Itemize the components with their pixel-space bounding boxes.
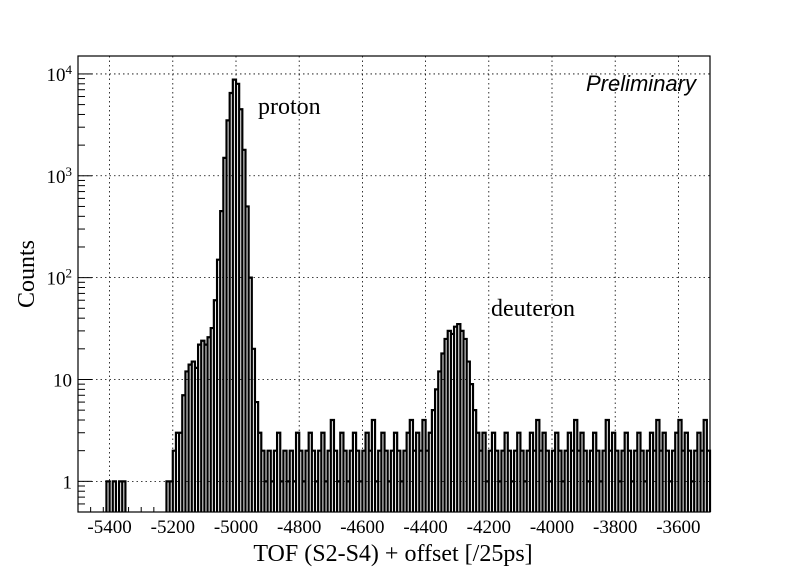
x-axis-title: TOF (S2-S4) + offset [/25ps] <box>253 541 532 567</box>
y-tick-label: 1 <box>63 472 73 493</box>
x-tick-label: -3600 <box>656 517 700 538</box>
x-tick-label: -4200 <box>467 517 511 538</box>
proton-annotation: proton <box>258 94 321 120</box>
axis-ticks <box>77 73 711 513</box>
y-tick-label: 102 <box>47 265 73 290</box>
x-tick-label: -4600 <box>340 517 384 538</box>
x-tick-label: -3800 <box>593 517 637 538</box>
x-tick-label: -5200 <box>151 517 195 538</box>
deuteron-annotation: deuteron <box>491 296 575 322</box>
x-tick-labels: -5400 -5200 -5000 -4800 -4600 -4400 -4200 -4000… <box>87 517 700 538</box>
y-tick-label: 104 <box>47 61 73 86</box>
y-tick-labels: 1 10 102 103 104 <box>47 61 73 493</box>
preliminary-label: Preliminary <box>586 71 698 96</box>
x-tick-label: -4800 <box>277 517 321 538</box>
histogram-series <box>105 78 712 512</box>
y-axis-title: Counts <box>14 240 40 308</box>
y-tick-label: 103 <box>47 163 73 188</box>
y-tick-label: 10 <box>53 370 72 391</box>
x-tick-label: -5000 <box>214 517 258 538</box>
x-tick-label: -4000 <box>530 517 574 538</box>
x-tick-label: -5400 <box>87 517 131 538</box>
x-tick-label: -4400 <box>403 517 447 538</box>
